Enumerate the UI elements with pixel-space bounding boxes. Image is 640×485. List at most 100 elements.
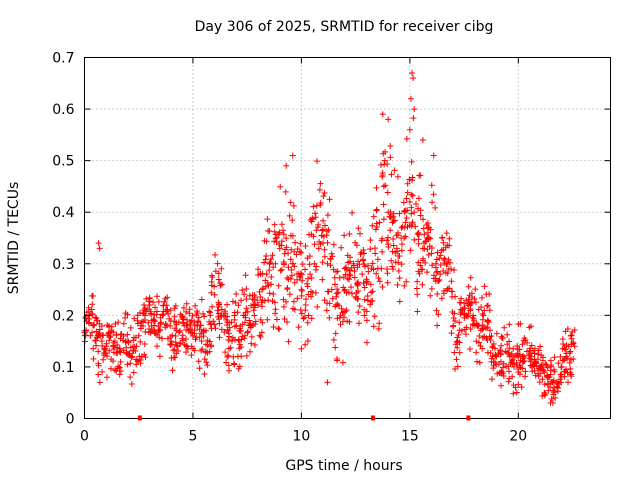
data-point xyxy=(128,380,135,387)
data-point xyxy=(291,263,298,270)
data-point xyxy=(215,276,222,283)
data-point xyxy=(323,307,330,314)
data-point xyxy=(368,265,375,272)
data-point xyxy=(164,294,171,301)
data-point xyxy=(172,339,179,346)
data-point xyxy=(430,191,437,198)
data-point xyxy=(302,243,309,250)
data-point xyxy=(446,259,453,266)
data-point xyxy=(242,319,249,326)
data-point xyxy=(321,190,328,197)
data-point xyxy=(214,260,221,267)
data-point xyxy=(269,252,276,259)
data-point xyxy=(117,331,124,338)
data-point xyxy=(222,349,229,356)
data-point xyxy=(153,311,160,318)
data-point xyxy=(229,298,236,305)
data-point xyxy=(396,298,403,305)
data-point xyxy=(469,314,476,321)
data-point xyxy=(501,324,508,331)
data-point xyxy=(433,307,440,314)
data-point xyxy=(504,349,511,356)
data-point xyxy=(255,271,262,278)
data-point xyxy=(226,333,233,340)
data-point xyxy=(283,298,290,305)
data-point xyxy=(478,304,485,311)
data-point xyxy=(243,296,250,303)
data-point xyxy=(278,242,285,249)
data-point xyxy=(564,326,571,333)
data-point xyxy=(404,189,411,196)
data-point xyxy=(330,241,337,248)
data-point xyxy=(369,288,376,295)
data-point xyxy=(547,371,554,378)
data-point xyxy=(353,280,360,287)
data-point xyxy=(204,349,211,356)
data-point xyxy=(195,314,202,321)
data-point xyxy=(559,336,566,343)
y-tick-label: 0.7 xyxy=(52,51,74,67)
data-point xyxy=(482,325,489,332)
data-point xyxy=(298,286,305,293)
data-point xyxy=(471,295,478,302)
data-point xyxy=(476,332,483,339)
data-point xyxy=(531,350,538,357)
data-point xyxy=(289,260,296,267)
data-point xyxy=(499,364,506,371)
data-point xyxy=(515,381,522,388)
gap-markers xyxy=(137,415,471,421)
data-point xyxy=(152,304,159,311)
data-point xyxy=(282,188,289,195)
y-axis-label: SRMTID / TECUs xyxy=(6,182,22,295)
data-point xyxy=(417,212,424,219)
data-point xyxy=(510,390,517,397)
data-point xyxy=(395,253,402,260)
data-point xyxy=(434,322,441,329)
data-point xyxy=(278,266,285,273)
data-point xyxy=(416,270,423,277)
data-point xyxy=(481,333,488,340)
data-point xyxy=(432,204,439,211)
data-point xyxy=(539,376,546,383)
data-point xyxy=(467,325,474,332)
data-point xyxy=(170,354,177,361)
data-point xyxy=(264,279,271,286)
data-point xyxy=(197,322,204,329)
data-point xyxy=(130,334,137,341)
data-point xyxy=(271,228,278,235)
data-point xyxy=(171,313,178,320)
data-point xyxy=(355,258,362,265)
data-point xyxy=(142,328,149,335)
data-point xyxy=(452,317,459,324)
data-point xyxy=(415,240,422,247)
data-point xyxy=(354,264,361,271)
data-point xyxy=(384,279,391,286)
data-point xyxy=(547,363,554,370)
data-point xyxy=(310,203,317,210)
data-point xyxy=(201,356,208,363)
data-point xyxy=(456,327,463,334)
data-point xyxy=(208,342,215,349)
data-point xyxy=(95,240,102,247)
data-point xyxy=(89,329,96,336)
data-point xyxy=(284,318,291,325)
data-point xyxy=(373,270,380,277)
data-point xyxy=(390,236,397,243)
data-point xyxy=(421,245,428,252)
data-point xyxy=(300,315,307,322)
data-point xyxy=(364,292,371,299)
data-point xyxy=(347,284,354,291)
data-point xyxy=(276,229,283,236)
chart-title: Day 306 of 2025, SRMTID for receiver cib… xyxy=(195,19,494,35)
data-point xyxy=(145,319,152,326)
data-point xyxy=(314,303,321,310)
data-point xyxy=(470,315,477,322)
data-point xyxy=(298,249,305,256)
data-point xyxy=(171,346,178,353)
data-point xyxy=(456,339,463,346)
data-point xyxy=(272,231,279,238)
data-point xyxy=(355,295,361,302)
data-point xyxy=(203,341,210,348)
data-point xyxy=(429,262,436,269)
data-point xyxy=(289,152,296,159)
